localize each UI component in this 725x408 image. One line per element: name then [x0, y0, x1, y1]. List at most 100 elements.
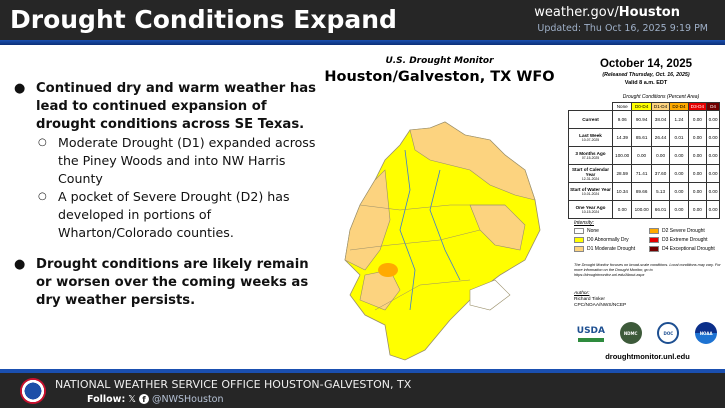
- author-org: CPC/NOAA/NWS/NCEP: [574, 303, 627, 308]
- table-cell: 0.00: [706, 128, 720, 147]
- table-cell: 0.00: [687, 164, 708, 183]
- legend-swatch: [574, 246, 584, 252]
- table-cell: 90.94: [631, 110, 652, 129]
- page-title: Drought Conditions Expand: [10, 5, 397, 34]
- noaa-logo: NOAA: [695, 322, 718, 344]
- table-cell: 0.00: [687, 110, 708, 129]
- doc-logo: DOC: [657, 322, 680, 344]
- table-cell: 0.00: [650, 146, 671, 165]
- table-cell: 0.00: [706, 164, 720, 183]
- office-name: NATIONAL WEATHER SERVICE OFFICE HOUSTON-…: [55, 378, 412, 391]
- follow-line: Follow: 𝕏 f @NWSHouston: [87, 394, 224, 405]
- row-date: 10-07-2025: [581, 138, 600, 142]
- table-cell: 26.44: [650, 128, 671, 147]
- x-icon[interactable]: 𝕏: [128, 394, 136, 405]
- legend-swatch: [574, 237, 584, 243]
- legend-item: D3 Extreme Drought: [649, 237, 724, 243]
- author-name: Richard Tinker: [574, 297, 605, 302]
- table-row: Start of Calendar Year 12-31-2024 28.59 71.…: [568, 164, 720, 183]
- row-date: 12-31-2024: [581, 176, 600, 181]
- circle-bullet-icon: ○: [38, 137, 47, 148]
- table-cell: 0.00: [687, 128, 708, 147]
- sub-bullet-item: ○ Moderate Drought (D1) expanded across t…: [14, 134, 324, 188]
- drought-stats-panel: October 14, 2025 (Released Thursday, Oct…: [568, 58, 724, 219]
- valid-time: Valid 8 a.m. EDT: [624, 80, 668, 86]
- drought-stats-table: None D0-D4 D1-D4 D2-D4 D3-D4 D4 Current 9.06 90…: [568, 102, 720, 219]
- sub-bullet-text: Moderate Drought (D1) expanded across th…: [58, 135, 316, 186]
- drought-monitor-url[interactable]: droughtmonitor.unl.edu: [605, 352, 690, 361]
- legend-label: D4 Exceptional Drought: [662, 246, 715, 252]
- none-region: [469, 279, 511, 311]
- legend-item: None: [574, 228, 649, 234]
- nws-logo: [20, 378, 46, 404]
- table-cell: 0.00: [669, 182, 689, 201]
- site-prefix: weather.gov/: [534, 5, 619, 20]
- monitor-note: The Drought Monitor focuses on broad-sca…: [574, 263, 721, 277]
- table-row: Current 9.06 90.94 38.04 1.24 0.00 0.00: [568, 110, 720, 129]
- table-row: 3 Months Ago 07-15-2025 100.00 0.00 0.00 0.00…: [568, 146, 720, 165]
- legend-label: D0 Abnormally Dry: [587, 237, 629, 243]
- table-cell: 9.06: [611, 110, 633, 129]
- row-label-text: Last Week: [579, 133, 602, 138]
- table-cell: 14.39: [611, 128, 633, 147]
- row-date: 10-15-2024: [581, 210, 600, 214]
- rivers: [399, 149, 461, 311]
- site-link[interactable]: weather.gov/Houston: [534, 5, 680, 20]
- map-title: Houston/Galveston, TX WFO: [324, 69, 555, 85]
- table-cell: 0.00: [669, 146, 689, 165]
- facebook-icon[interactable]: f: [138, 394, 149, 404]
- row-label-text: Current: [582, 117, 599, 122]
- legend-item: D2 Severe Drought: [649, 228, 724, 234]
- table-cell: 0.00: [669, 164, 689, 183]
- table-cell: 0.00: [687, 200, 708, 219]
- legend-label: D1 Moderate Drought: [587, 246, 636, 252]
- bullet-item: ● Drought conditions are likely remain or…: [14, 256, 324, 310]
- row-label: Last Week 10-07-2025: [568, 128, 613, 147]
- d1-region-west: [344, 169, 391, 271]
- author-heading: Author:: [574, 291, 590, 296]
- table-caption: Drought Conditions (Percent Area): [622, 94, 700, 100]
- table-cell: 0.00: [687, 182, 708, 201]
- legend-swatch: [649, 228, 659, 234]
- footer-bar: NATIONAL WEATHER SERVICE OFFICE HOUSTON-…: [0, 373, 725, 408]
- table-cell: 0.00: [631, 146, 652, 165]
- table-cell: 89.66: [631, 182, 652, 201]
- table-cell: 85.61: [631, 128, 652, 147]
- map-title-block: U.S. Drought Monitor Houston/Galveston, …: [322, 56, 557, 85]
- column-header: D0-D4: [631, 102, 652, 111]
- table-cell: 0.00: [706, 182, 720, 201]
- legend-item: D4 Exceptional Drought: [649, 246, 724, 252]
- county-lines: [349, 204, 505, 311]
- partner-logos: USDA NDMC DOC NOAA: [570, 322, 725, 344]
- row-label-text: One Year Ago: [575, 205, 606, 210]
- social-handle[interactable]: @NWSHouston: [152, 394, 224, 405]
- row-label: Start of Water Year 10-01-2024: [568, 182, 613, 201]
- intensity-legend: Intensity: None D2 Severe Drought D0 Abnor…: [574, 220, 724, 252]
- bullet-list: ● Continued dry and warm weather has lead…: [14, 80, 324, 310]
- table-cell: 0.00: [687, 146, 708, 165]
- usda-logo: USDA: [577, 324, 605, 342]
- legend-label: D2 Severe Drought: [662, 228, 705, 234]
- table-cell: 100.00: [611, 146, 633, 165]
- row-label-text: Start of Calendar Year: [571, 166, 609, 177]
- row-label-text: Start of Water Year: [570, 187, 611, 192]
- drought-map: [344, 121, 541, 361]
- row-label: 3 Months Ago 07-15-2025: [568, 146, 613, 165]
- table-cell: 100.00: [631, 200, 652, 219]
- bullet-icon: ●: [14, 257, 26, 272]
- follow-label: Follow:: [87, 394, 126, 405]
- updated-timestamp: Updated: Thu Oct 16, 2025 9:19 PM: [537, 23, 708, 34]
- author-block: Author: Richard Tinker CPC/NOAA/NWS/NCEP: [574, 291, 626, 309]
- header-bar: Drought Conditions Expand weather.gov/Ho…: [0, 0, 725, 40]
- map-date: October 14, 2025: [599, 58, 693, 70]
- footer-stripe: [0, 369, 725, 373]
- sub-bullet-item: ○ A pocket of Severe Drought (D2) has dev…: [14, 188, 324, 242]
- release-date: (Released Thursday, Oct. 16, 2025): [602, 72, 690, 78]
- ndmc-logo: NDMC: [619, 322, 642, 344]
- row-label: One Year Ago 10-15-2024: [568, 200, 613, 219]
- d2-region: [378, 263, 398, 277]
- legend-swatch: [649, 237, 659, 243]
- row-label: Start of Calendar Year 12-31-2024: [568, 164, 613, 183]
- row-label: Current: [568, 110, 613, 129]
- circle-bullet-icon: ○: [38, 191, 47, 202]
